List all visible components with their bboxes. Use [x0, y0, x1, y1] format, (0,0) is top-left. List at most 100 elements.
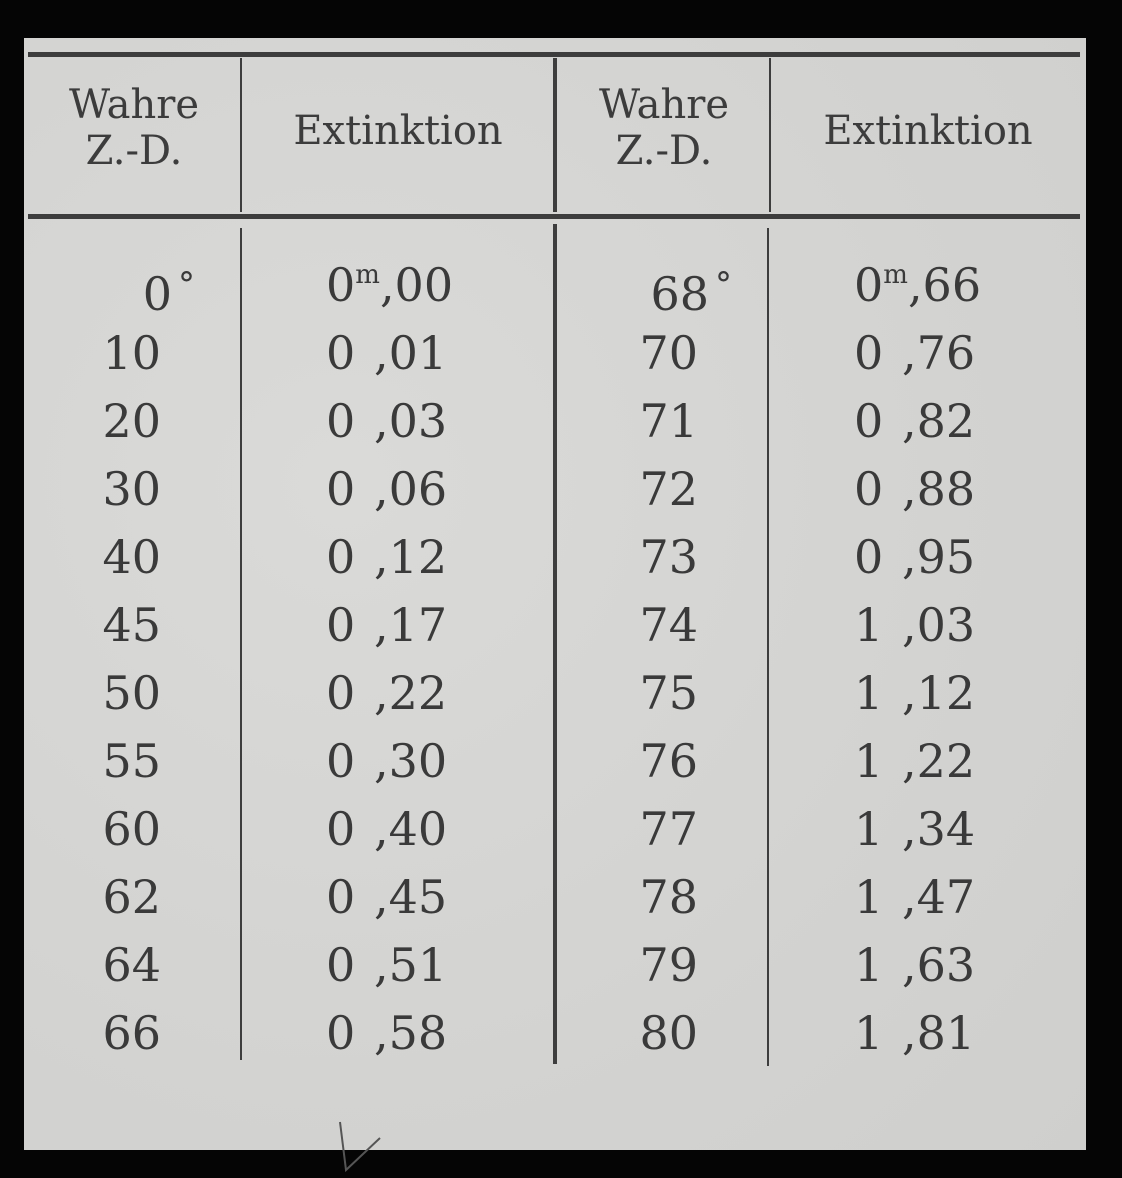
degree-symbol: °	[178, 265, 195, 305]
magnitude-unit: m	[883, 260, 908, 290]
zd-value: 71	[639, 394, 698, 448]
zd-value: 20	[102, 394, 161, 448]
extinction-cell: 0,88	[854, 456, 975, 523]
zd-cell: 66	[102, 1000, 161, 1067]
magnitude-unit: m	[355, 260, 380, 290]
degree-symbol: °	[715, 265, 732, 305]
extinction-decimal: ,12	[902, 666, 976, 720]
extinction-integer: 0	[326, 394, 356, 448]
extinction-integer: 0	[854, 394, 884, 448]
zd-value: 74	[639, 598, 698, 652]
zd-cell: 20	[102, 388, 161, 455]
zd-value: 30	[102, 462, 161, 516]
extinction-integer: 0	[854, 530, 884, 584]
extinction-decimal: ,76	[902, 326, 976, 380]
zd-value: 40	[102, 530, 161, 584]
zd-cell: 77	[639, 796, 698, 863]
header-line: Extinktion	[823, 108, 1033, 154]
extinction-cell: 0m,66	[854, 252, 981, 319]
extinction-decimal: ,17	[374, 598, 448, 652]
extinction-decimal: ,95	[902, 530, 976, 584]
header-zd-right: Wahre Z.-D.	[560, 82, 768, 174]
extinction-cell: 0,40	[326, 796, 447, 863]
zd-value: 55	[102, 734, 161, 788]
zd-value: 66	[102, 1006, 161, 1060]
zd-cell: 45	[102, 592, 161, 659]
extinction-decimal: ,40	[374, 802, 448, 856]
header-line: Z.-D.	[85, 128, 183, 174]
zd-cell: 30	[102, 456, 161, 523]
extinction-integer: 0	[326, 870, 356, 924]
header-rule	[28, 214, 1080, 219]
header-line: Wahre	[68, 82, 200, 128]
zd-cell: 40	[102, 524, 161, 591]
extinction-decimal: ,51	[374, 938, 448, 992]
top-rule	[28, 52, 1080, 57]
zd-cell: 79	[639, 932, 698, 999]
extinction-decimal: ,12	[374, 530, 448, 584]
column-divider-3-body	[767, 228, 769, 1066]
extinction-decimal: ,22	[374, 666, 448, 720]
extinction-decimal: ,66	[907, 258, 982, 312]
extinction-decimal: ,81	[902, 1006, 976, 1060]
extinction-integer: 0	[326, 598, 356, 652]
zd-cell: 71	[639, 388, 698, 455]
center-divider	[553, 58, 557, 212]
zd-cell: 76	[639, 728, 698, 795]
zd-value: 78	[639, 870, 698, 924]
header-line: Extinktion	[293, 108, 503, 154]
center-divider-body	[553, 224, 557, 1064]
zd-cell: 62	[102, 864, 161, 931]
extinction-integer: 0	[326, 802, 356, 856]
extinction-decimal: ,34	[902, 802, 976, 856]
extinction-cell: 1,03	[854, 592, 975, 659]
zd-value: 62	[102, 870, 161, 924]
extinction-integer: 1	[854, 598, 884, 652]
extinction-cell: 1,12	[854, 660, 975, 727]
extinction-integer: 1	[854, 666, 884, 720]
extinction-decimal: ,82	[902, 394, 976, 448]
extinction-integer: 0	[854, 258, 884, 312]
header-line: Wahre	[598, 82, 730, 128]
extinction-integer: 0	[326, 258, 356, 312]
extinction-cell: 1,47	[854, 864, 975, 931]
extinction-decimal: ,30	[374, 734, 448, 788]
extinction-integer: 1	[854, 870, 884, 924]
header-zd-left: Wahre Z.-D.	[30, 82, 238, 174]
extinction-cell: 0,45	[326, 864, 447, 931]
extinction-cell: 0,22	[326, 660, 447, 727]
extinction-decimal: ,88	[902, 462, 976, 516]
tick-mark	[339, 1121, 381, 1173]
zd-cell: 75	[639, 660, 698, 727]
extinction-integer: 1	[854, 1006, 884, 1060]
extinction-cell: 0,12	[326, 524, 447, 591]
extinction-decimal: ,45	[374, 870, 448, 924]
extinction-integer: 0	[326, 734, 356, 788]
header-ext-right: Extinktion	[774, 108, 1082, 154]
extinction-cell: 0,51	[326, 932, 447, 999]
extinction-cell: 0,30	[326, 728, 447, 795]
extinction-cell: 0,76	[854, 320, 975, 387]
zd-value: 73	[639, 530, 698, 584]
zd-cell: 50	[102, 660, 161, 727]
extinction-cell: 0,17	[326, 592, 447, 659]
zd-value: 64	[102, 938, 161, 992]
zd-value: 10	[102, 326, 161, 380]
extinction-integer: 0	[326, 666, 356, 720]
extinction-decimal: ,58	[374, 1006, 448, 1060]
extinction-cell: 0,06	[326, 456, 447, 523]
header-ext-left: Extinktion	[244, 108, 552, 154]
extinction-integer: 1	[854, 802, 884, 856]
extinction-integer: 1	[854, 938, 884, 992]
zd-value: 80	[639, 1006, 698, 1060]
zd-cell: 70	[639, 320, 698, 387]
table-slide: Wahre Z.-D. Extinktion Wahre Z.-D. Extin…	[24, 38, 1086, 1173]
extinction-decimal: ,00	[379, 258, 454, 312]
extinction-decimal: ,06	[374, 462, 448, 516]
extinction-cell: 1,34	[854, 796, 975, 863]
extinction-decimal: ,03	[902, 598, 976, 652]
extinction-cell: 0,82	[854, 388, 975, 455]
extinction-integer: 0	[326, 938, 356, 992]
extinction-integer: 0	[326, 462, 356, 516]
zd-value: 76	[639, 734, 698, 788]
